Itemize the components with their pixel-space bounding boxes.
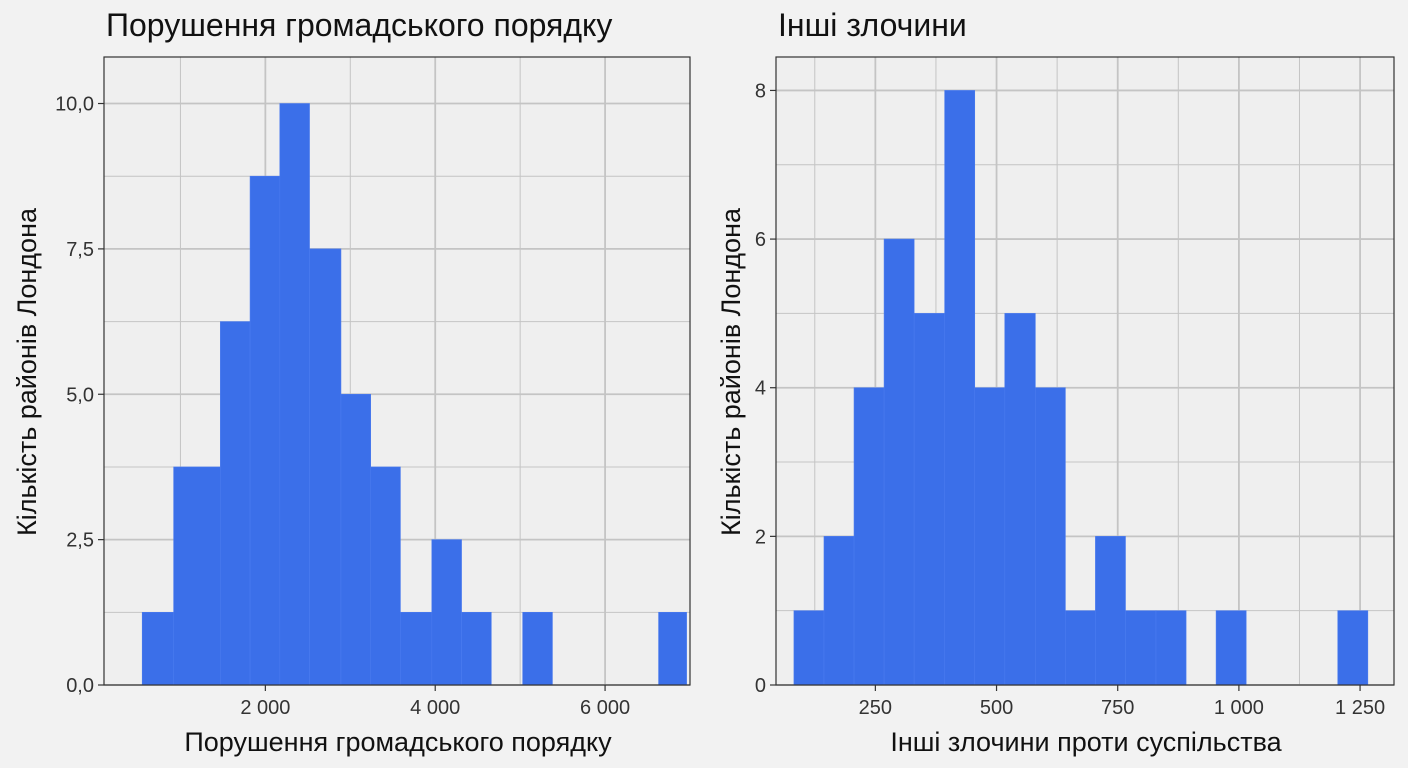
- histogram-bar: [944, 90, 976, 686]
- x-tick-label: 2 000: [240, 697, 290, 719]
- y-tick-label: 2,5: [66, 530, 94, 552]
- histogram-bar: [173, 466, 221, 686]
- y-tick-label: 0: [755, 675, 766, 697]
- histogram-bar: [658, 612, 687, 686]
- x-tick-label: 250: [859, 697, 892, 719]
- histogram-bar: [522, 612, 553, 686]
- x-tick-label: 1 000: [1214, 697, 1264, 719]
- histogram-bar: [249, 175, 281, 686]
- x-axis-label: Порушення громадського порядку: [184, 727, 612, 757]
- histogram-bar: [1125, 610, 1157, 686]
- y-tick-label: 4: [755, 378, 766, 400]
- chart-title: Інші злочини: [778, 7, 967, 43]
- y-tick-label: 6: [755, 229, 766, 251]
- plot-area: 0,0 2,5 5,0 7,5 10,0 2 000 4 000 6 000: [55, 56, 691, 719]
- y-tick-label: 10,0: [55, 94, 94, 116]
- histogram-bar: [1215, 610, 1247, 686]
- y-tick-label: 2: [755, 526, 766, 548]
- histogram-bar: [1155, 610, 1187, 686]
- histogram-bar: [340, 393, 371, 686]
- x-tick-label: 4 000: [410, 697, 460, 719]
- plot-border: [103, 56, 691, 686]
- x-tick-label: 1 250: [1335, 697, 1385, 719]
- histogram-bar: [279, 103, 310, 686]
- histogram-bar: [400, 612, 433, 686]
- histogram-bar: [1095, 536, 1126, 686]
- plot-area: 0 2 4 6 8 250 500 750 1 000 1 250: [755, 56, 1395, 719]
- chart-title: Порушення громадського порядку: [106, 7, 612, 43]
- y-tick-label: 8: [755, 80, 766, 102]
- chart-other-crimes: Інші злочини 0 2 4 6 8 250 500 750 1 000 1 250 Ін…: [716, 7, 1395, 757]
- histogram-bar: [370, 466, 401, 686]
- histogram-bar: [1004, 313, 1036, 686]
- y-axis-label: Кількість районів Лондона: [716, 207, 746, 536]
- plot-border: [775, 56, 1395, 686]
- y-axis-label: Кількість районів Лондона: [12, 207, 42, 536]
- histogram-bar: [461, 612, 492, 686]
- histogram-bar: [431, 539, 462, 686]
- x-tick-label: 6 000: [580, 697, 630, 719]
- chart-disorder: Порушення громадського порядку 0,0 2,5 5,0…: [12, 7, 691, 757]
- histogram-bar: [913, 313, 945, 686]
- histogram-bar: [1035, 387, 1066, 686]
- x-axis-label: Інші злочини проти суспільства: [890, 727, 1282, 757]
- y-tick-label: 5,0: [66, 384, 94, 406]
- histogram-bar: [141, 612, 174, 686]
- x-tick-label: 500: [980, 697, 1013, 719]
- histogram-bar: [793, 610, 825, 686]
- histogram-bar: [883, 238, 915, 686]
- histogram-bar: [309, 248, 342, 686]
- histogram-bar: [1337, 610, 1369, 686]
- histogram-bar: [853, 387, 885, 686]
- y-tick-label: 7,5: [66, 239, 94, 261]
- y-tick-label: 0,0: [66, 675, 94, 697]
- histogram-bar: [220, 321, 251, 686]
- histogram-bar: [1065, 610, 1096, 686]
- histogram-bar: [974, 387, 1006, 686]
- histogram-bar: [823, 536, 855, 686]
- x-tick-label: 750: [1101, 697, 1134, 719]
